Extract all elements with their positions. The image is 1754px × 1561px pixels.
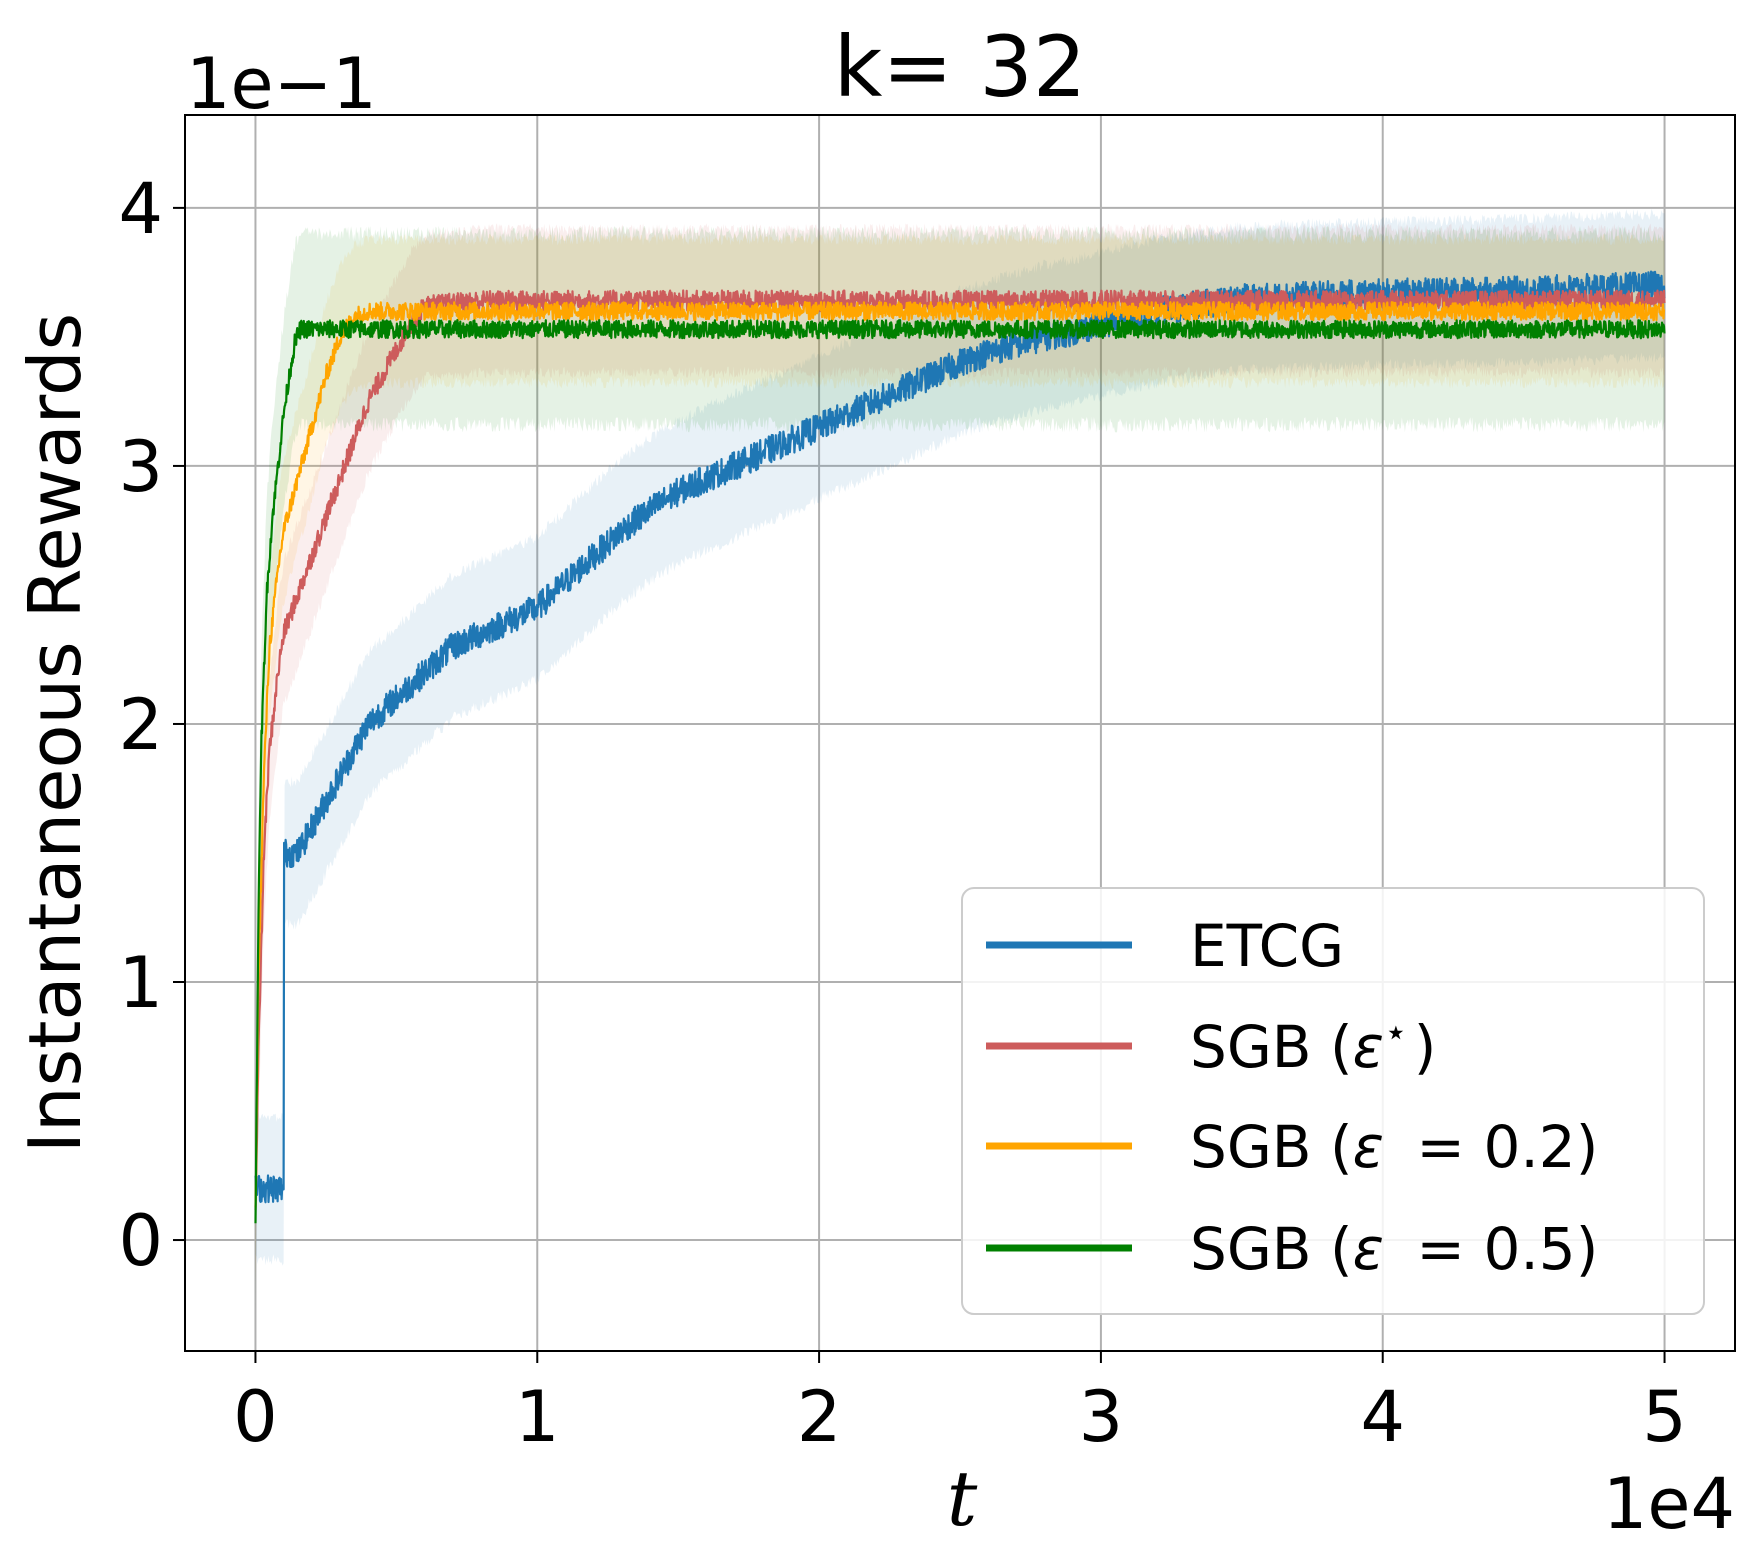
legend-label-etcg: ETCG [1190,912,1344,980]
confidence-band [255,208,1665,1266]
series-lines [254,270,1666,1224]
y-tick-label: 1 [118,942,163,1024]
x-axis-label: t [947,1454,978,1543]
plot-frame [184,114,1736,1352]
y-offset-text: 1e−1 [186,43,377,125]
y-tick-label: 0 [118,1200,163,1282]
series-line [254,319,1666,1224]
x-tick-label: 2 [797,1376,842,1458]
y-tick-label: 2 [118,684,163,766]
legend-label-sgb-star: SGB (ε⋆) [1190,1010,1436,1081]
legend-label-sgb-05: SGB (ε = 0.5) [1190,1215,1598,1283]
x-tick-label: 4 [1360,1376,1405,1458]
legend-box [961,887,1705,1315]
x-tick-label: 0 [233,1376,278,1458]
x-axis: 0 1 2 3 4 5 [233,1351,1687,1458]
y-tick-label: 4 [118,168,163,250]
y-axis: 0 1 2 3 4 [118,168,185,1282]
x-tick-label: 1 [515,1376,560,1458]
y-axis-label: Instantaneous Rewards [13,313,97,1153]
chart-title: k= 32 [834,18,1087,116]
x-offset-text: 1e4 [1603,1463,1735,1545]
grid [185,115,1735,1351]
legend-label-sgb-02: SGB (ε = 0.2) [1190,1113,1598,1181]
legend: ETCG SGB (ε⋆) SGB (ε = 0.2) SGB (ε = 0.5… [961,887,1705,1315]
series-line [254,270,1666,1204]
confidence-band [255,233,1665,1281]
y-tick-label: 3 [118,426,163,508]
x-tick-label: 5 [1642,1376,1687,1458]
x-tick-label: 3 [1079,1376,1124,1458]
series-line [254,301,1666,1208]
